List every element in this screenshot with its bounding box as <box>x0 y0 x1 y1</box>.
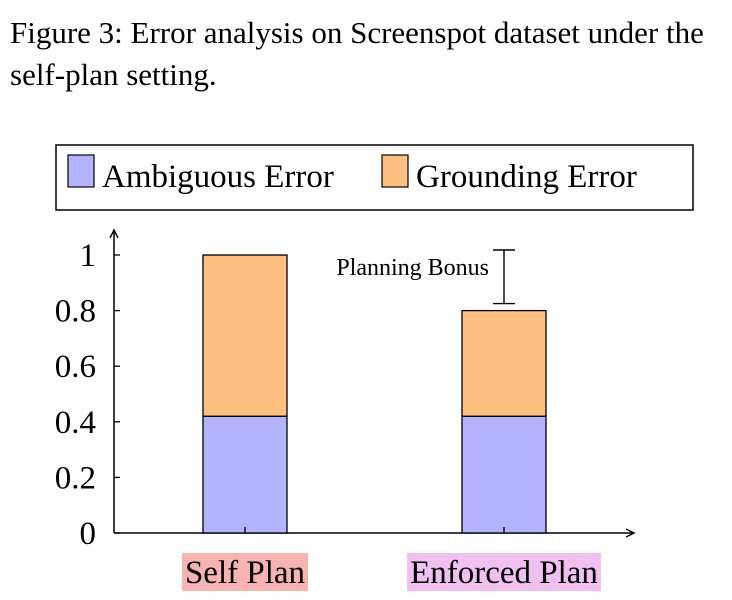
bar-enforced-plan-grounding-error <box>461 309 547 417</box>
legend-swatch-ambiguous-error <box>67 154 95 188</box>
bar-enforced-plan-ambiguous-error <box>461 415 547 534</box>
bar-self-plan-grounding-error <box>202 254 288 417</box>
y-tick-label: 0.6 <box>55 349 96 385</box>
y-tick-label: 0.8 <box>55 294 96 330</box>
planning-bonus-label: Planning Bonus <box>336 255 489 281</box>
y-tick-label: 0.2 <box>55 460 96 496</box>
figure-caption: Figure 3: Error analysis on Screenspot d… <box>10 15 704 92</box>
x-category-label: Enforced Plan <box>410 555 598 591</box>
legend: Ambiguous Error Grounding Error <box>55 144 694 211</box>
legend-box <box>55 144 694 211</box>
bar-self-plan-ambiguous-error <box>202 415 288 534</box>
y-tick-label: 1 <box>80 238 97 274</box>
planning-bonus-annotation: Planning Bonus <box>336 249 515 305</box>
legend-swatch-grounding-error <box>381 154 409 188</box>
legend-label-grounding-error: Grounding Error <box>416 159 637 195</box>
x-category-highlight <box>407 553 601 591</box>
x-category-highlight <box>181 553 309 591</box>
x-category-label: Self Plan <box>185 555 305 591</box>
legend-label-ambiguous-error: Ambiguous Error <box>102 159 334 195</box>
y-tick-label: 0.4 <box>55 405 96 441</box>
y-tick-label: 0 <box>80 516 97 552</box>
